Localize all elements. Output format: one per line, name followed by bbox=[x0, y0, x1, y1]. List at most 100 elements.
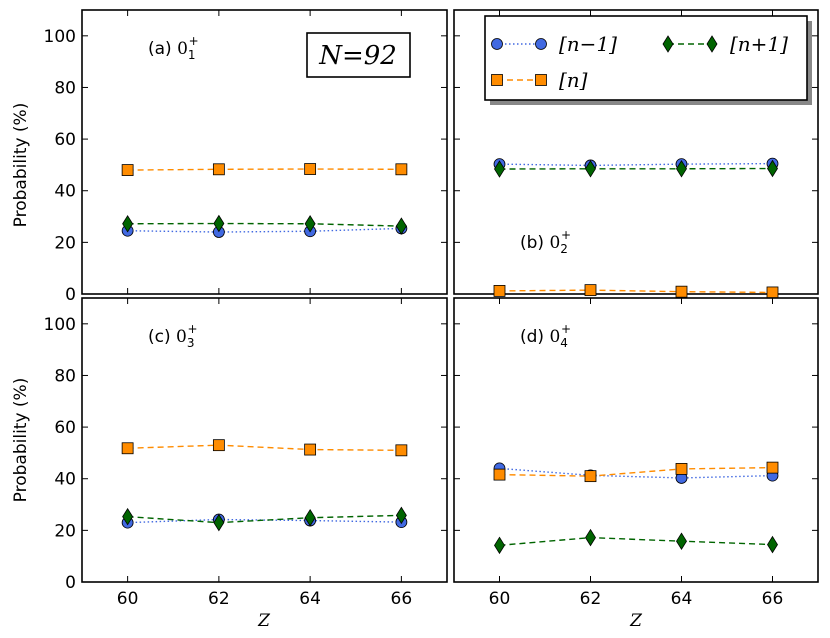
data-point-square bbox=[493, 468, 506, 481]
data-point-square bbox=[584, 470, 597, 483]
series-line-circle bbox=[499, 162, 773, 167]
data-point-diamond bbox=[767, 159, 778, 178]
data-point-diamond bbox=[585, 528, 596, 547]
y-tick-label: 80 bbox=[54, 366, 76, 386]
y-axis-label-bottom: Probability (%) bbox=[11, 378, 31, 503]
x-tick-label: 64 bbox=[671, 589, 693, 609]
n-annotation: N=92 bbox=[306, 32, 411, 78]
panel-label: (b) 02+ bbox=[520, 228, 571, 256]
legend-marker bbox=[535, 38, 547, 50]
data-point-diamond bbox=[213, 513, 225, 532]
data-point-square bbox=[212, 163, 225, 176]
data-point-square bbox=[584, 284, 597, 297]
legend-marker bbox=[662, 35, 674, 53]
data-point-diamond bbox=[304, 215, 316, 233]
data-point-square bbox=[121, 442, 134, 455]
panel-label-prefix: (a) bbox=[148, 39, 177, 59]
panel-label-superscript: + bbox=[561, 228, 571, 242]
panel-frame bbox=[453, 297, 819, 583]
panel-label: (d) 04+ bbox=[520, 322, 571, 350]
y-tick-label: 40 bbox=[54, 182, 76, 202]
series-line-diamond bbox=[127, 514, 402, 524]
data-point-diamond bbox=[304, 508, 316, 527]
panel-label-subscript: 3 bbox=[187, 336, 195, 350]
panel-frame bbox=[81, 297, 448, 583]
series-line-diamond bbox=[499, 167, 773, 170]
data-point-diamond bbox=[767, 535, 778, 554]
x-tick-label: 64 bbox=[299, 589, 321, 609]
data-point-square bbox=[304, 163, 317, 175]
y-tick-label: 20 bbox=[54, 521, 76, 541]
legend-entry: [n] bbox=[491, 68, 588, 92]
panel-label-state: 0 bbox=[177, 39, 188, 59]
data-point-square bbox=[766, 461, 779, 474]
data-point-square bbox=[212, 439, 225, 452]
legend-marker bbox=[706, 35, 718, 53]
panel-label: (c) 03+ bbox=[148, 322, 198, 350]
panel-label-prefix: (c) bbox=[148, 327, 176, 347]
data-point-diamond bbox=[585, 160, 596, 178]
y-tick-label: 100 bbox=[44, 27, 76, 47]
x-tick-label: 60 bbox=[489, 589, 511, 609]
data-point-square bbox=[395, 444, 408, 457]
y-tick-label: 60 bbox=[54, 418, 76, 438]
series-line-circle bbox=[127, 518, 402, 524]
legend-marker bbox=[535, 74, 547, 86]
y-tick-label: 80 bbox=[54, 78, 76, 98]
y-tick-label: 40 bbox=[54, 470, 76, 490]
series-line-diamond bbox=[127, 222, 402, 227]
legend: [n−1] [n] [n+1] bbox=[484, 15, 812, 105]
data-point-diamond bbox=[395, 506, 407, 525]
panel-label: (a) 01+ bbox=[148, 34, 199, 62]
x-axis-label-left: Z bbox=[257, 611, 271, 631]
panel-label-subscript: 1 bbox=[188, 48, 196, 62]
data-point-square bbox=[304, 443, 317, 456]
panel-label-subscript: 4 bbox=[560, 336, 568, 350]
y-tick-label: 0 bbox=[65, 285, 76, 305]
data-point-square bbox=[675, 463, 688, 475]
series-line-square bbox=[127, 444, 402, 452]
series-line-square bbox=[499, 466, 773, 477]
y-tick-label: 20 bbox=[54, 233, 76, 253]
series-line-diamond bbox=[499, 536, 773, 547]
data-point-square bbox=[493, 285, 506, 297]
y-tick-label: 0 bbox=[65, 573, 76, 593]
panel-label-state: 0 bbox=[549, 327, 560, 347]
legend-marker bbox=[491, 38, 503, 50]
data-point-diamond bbox=[676, 160, 687, 178]
panel-label-superscript: + bbox=[189, 34, 199, 48]
data-point-square bbox=[766, 286, 779, 299]
panel-label-superscript: + bbox=[187, 322, 197, 336]
x-axis-label-right: Z bbox=[629, 611, 643, 631]
y-tick-label: 100 bbox=[44, 315, 76, 335]
panel-label-superscript: + bbox=[561, 322, 571, 336]
data-point-diamond bbox=[676, 532, 687, 550]
panel-b: (b) 02+ bbox=[453, 9, 819, 299]
panel-frame bbox=[81, 9, 448, 295]
data-point-diamond bbox=[122, 215, 134, 233]
legend-label: [n] bbox=[559, 68, 588, 92]
x-tick-label: 60 bbox=[117, 589, 139, 609]
panel-label-prefix: (d) bbox=[520, 327, 549, 347]
panel-frame bbox=[453, 9, 819, 295]
x-tick-label: 62 bbox=[208, 589, 230, 609]
legend-label: [n+1] bbox=[730, 32, 788, 56]
data-point-diamond bbox=[122, 507, 134, 526]
x-tick-label: 66 bbox=[762, 589, 784, 609]
data-point-diamond bbox=[494, 536, 505, 555]
data-point-diamond bbox=[494, 160, 505, 178]
x-tick-label: 62 bbox=[580, 589, 602, 609]
panel-d: 60 62 64 66 (d) 04+ bbox=[453, 297, 819, 609]
panel-label-prefix: (b) bbox=[520, 233, 549, 253]
legend-marker bbox=[491, 74, 503, 86]
legend-label: [n−1] bbox=[559, 32, 617, 56]
y-axis-label-top: Probability (%) bbox=[11, 103, 31, 228]
data-point-square bbox=[121, 164, 134, 176]
data-point-square bbox=[395, 163, 408, 176]
series-line-square bbox=[499, 289, 773, 294]
panel-label-state: 0 bbox=[549, 233, 560, 253]
panel-label-subscript: 2 bbox=[560, 242, 568, 256]
n-annotation-text: N=92 bbox=[318, 41, 397, 71]
